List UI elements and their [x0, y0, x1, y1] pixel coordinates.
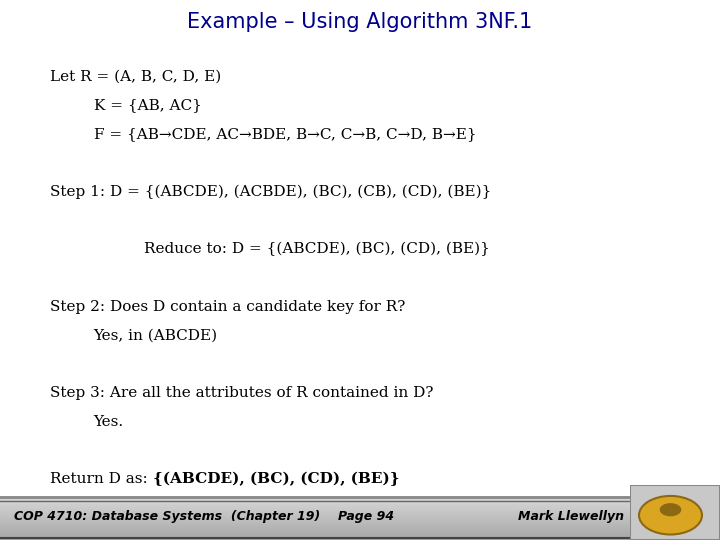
Circle shape	[639, 496, 702, 535]
Text: Return D as:: Return D as:	[50, 472, 153, 487]
Text: Mark Llewellyn: Mark Llewellyn	[518, 510, 624, 523]
Text: Step 1: D = {(ABCDE), (ACBDE), (BC), (CB), (CD), (BE)}: Step 1: D = {(ABCDE), (ACBDE), (BC), (CB…	[50, 185, 492, 199]
Text: Yes, in (ABCDE): Yes, in (ABCDE)	[94, 329, 217, 342]
Text: K = {AB, AC}: K = {AB, AC}	[94, 99, 202, 112]
Text: F = {AB→CDE, AC→BDE, B→C, C→B, C→D, B→E}: F = {AB→CDE, AC→BDE, B→C, C→B, C→D, B→E}	[94, 127, 476, 141]
Text: Step 2: Does D contain a candidate key for R?: Step 2: Does D contain a candidate key f…	[50, 300, 406, 314]
Text: Reduce to: D = {(ABCDE), (BC), (CD), (BE)}: Reduce to: D = {(ABCDE), (BC), (CD), (BE…	[144, 242, 490, 256]
Text: COP 4710: Database Systems  (Chapter 19): COP 4710: Database Systems (Chapter 19)	[14, 510, 320, 523]
Text: Yes.: Yes.	[94, 415, 124, 429]
Text: {(ABCDE), (BC), (CD), (BE)}: {(ABCDE), (BC), (CD), (BE)}	[153, 472, 400, 487]
Text: Example – Using Algorithm 3NF.1: Example – Using Algorithm 3NF.1	[187, 12, 533, 32]
Text: Step 3: Are all the attributes of R contained in D?: Step 3: Are all the attributes of R cont…	[50, 386, 434, 400]
Text: Page 94: Page 94	[338, 510, 395, 523]
Text: Let R = (A, B, C, D, E): Let R = (A, B, C, D, E)	[50, 70, 222, 84]
Circle shape	[660, 503, 681, 516]
